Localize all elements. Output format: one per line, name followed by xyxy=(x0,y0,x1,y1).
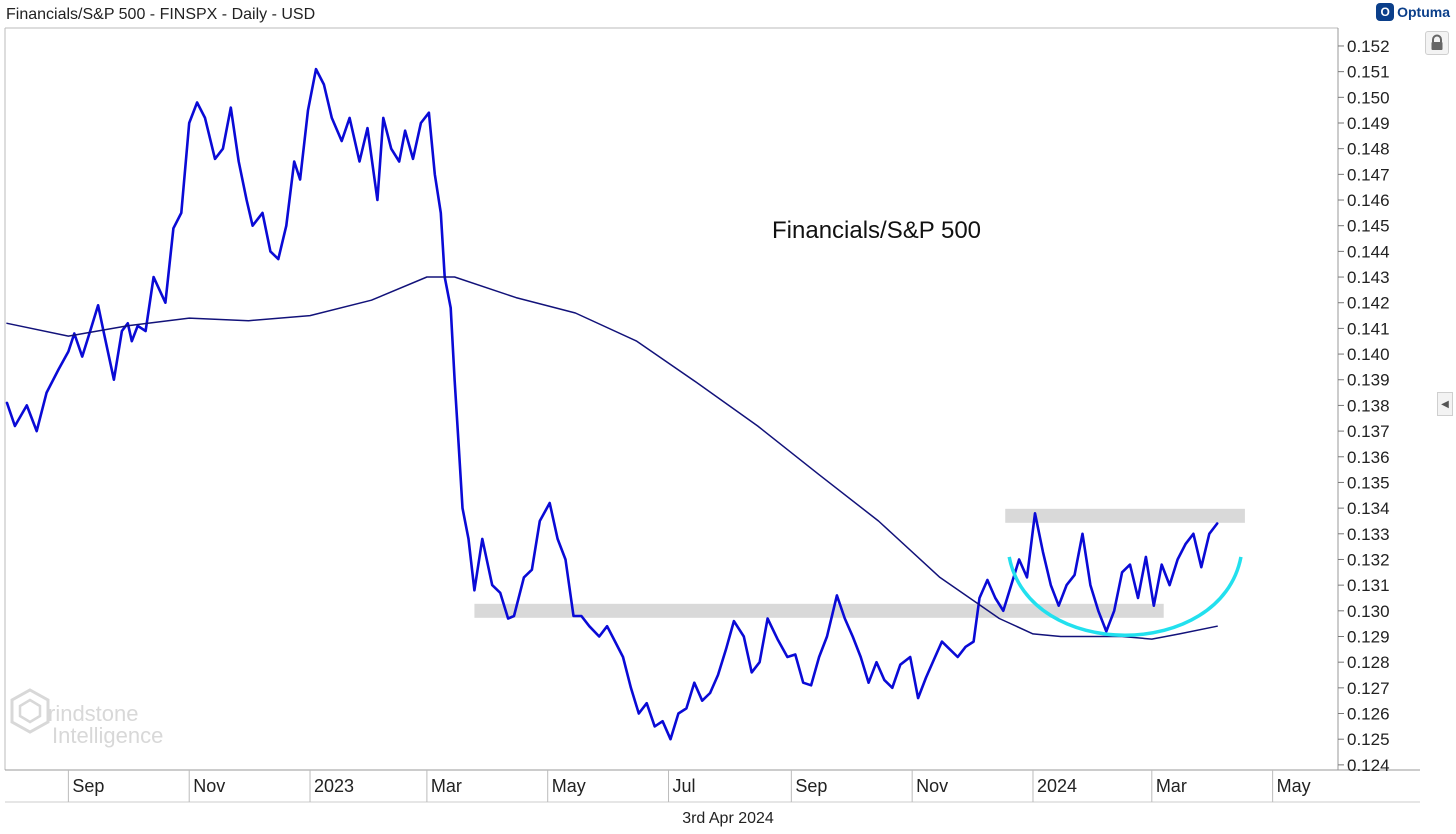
x-tick-label: May xyxy=(1277,776,1311,796)
price-series-line xyxy=(5,67,1219,741)
x-tick-label: Sep xyxy=(795,776,827,796)
y-tick-label: 0.132 xyxy=(1347,550,1390,569)
x-tick-label: 2024 xyxy=(1037,776,1077,796)
collapse-panel-button[interactable]: ◀ xyxy=(1437,392,1453,416)
x-tick-label: Nov xyxy=(193,776,225,796)
watermark: rindstone Intelligence xyxy=(10,688,163,748)
x-tick-label: 2023 xyxy=(314,776,354,796)
y-tick-label: 0.133 xyxy=(1347,525,1390,544)
y-tick-label: 0.144 xyxy=(1347,242,1390,261)
resistance-band-0 xyxy=(474,603,1164,618)
y-tick-label: 0.142 xyxy=(1347,294,1390,313)
y-tick-label: 0.136 xyxy=(1347,448,1390,467)
y-tick-label: 0.130 xyxy=(1347,602,1390,621)
y-tick-label: 0.138 xyxy=(1347,396,1390,415)
y-tick-label: 0.131 xyxy=(1347,576,1390,595)
y-tick-label: 0.143 xyxy=(1347,268,1390,287)
y-tick-label: 0.129 xyxy=(1347,627,1390,646)
y-tick-label: 0.127 xyxy=(1347,679,1390,698)
grindstone-logo-icon xyxy=(10,688,50,734)
y-tick-label: 0.149 xyxy=(1347,114,1390,133)
rounding-bottom-arc xyxy=(1007,556,1243,637)
x-tick-label: Jul xyxy=(673,776,696,796)
moving-average-line xyxy=(6,276,1218,640)
x-tick-label: Mar xyxy=(431,776,462,796)
x-tick-label: Sep xyxy=(72,776,104,796)
chevron-left-icon: ◀ xyxy=(1441,398,1449,410)
y-tick-label: 0.148 xyxy=(1347,140,1390,159)
y-tick-label: 0.125 xyxy=(1347,730,1390,749)
y-tick-label: 0.135 xyxy=(1347,473,1390,492)
x-tick-label: May xyxy=(552,776,586,796)
lock-button[interactable] xyxy=(1425,31,1449,55)
resistance-band-1 xyxy=(1005,508,1245,523)
optuma-logo-icon: O xyxy=(1376,3,1395,21)
y-tick-label: 0.124 xyxy=(1347,756,1390,775)
x-tick-label: Mar xyxy=(1156,776,1187,796)
y-tick-label: 0.137 xyxy=(1347,422,1390,441)
y-tick-label: 0.134 xyxy=(1347,499,1390,518)
y-tick-label: 0.128 xyxy=(1347,653,1390,672)
watermark-line2: Intelligence xyxy=(52,723,163,748)
y-tick-label: 0.140 xyxy=(1347,345,1390,364)
y-tick-label: 0.152 xyxy=(1347,37,1390,56)
y-tick-label: 0.139 xyxy=(1347,371,1390,390)
optuma-brand: O Optuma xyxy=(1376,3,1450,21)
lock-icon xyxy=(1431,34,1443,50)
chart-header-title: Financials/S&P 500 - FINSPX - Daily - US… xyxy=(6,6,316,23)
footer-date: 3rd Apr 2024 xyxy=(682,810,774,827)
x-tick-label: Nov xyxy=(916,776,948,796)
watermark-line1: rindstone xyxy=(48,701,139,726)
y-tick-label: 0.141 xyxy=(1347,319,1390,338)
y-tick-label: 0.150 xyxy=(1347,88,1390,107)
chart-annotation: Financials/S&P 500 xyxy=(772,217,981,244)
optuma-brand-name: Optuma xyxy=(1397,4,1450,20)
y-tick-label: 0.151 xyxy=(1347,63,1390,82)
y-tick-label: 0.126 xyxy=(1347,705,1390,724)
y-tick-label: 0.146 xyxy=(1347,191,1390,210)
y-tick-label: 0.147 xyxy=(1347,165,1390,184)
y-tick-label: 0.145 xyxy=(1347,217,1390,236)
